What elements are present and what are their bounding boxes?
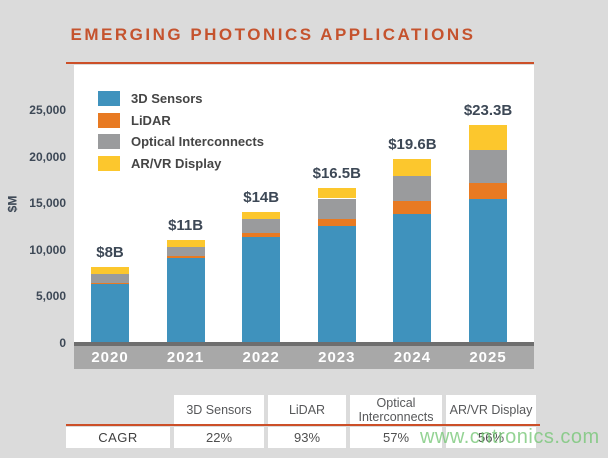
bar-segment-2021-optical-interconnects xyxy=(166,246,205,257)
bar-total-label-2022: $14B xyxy=(243,188,280,206)
y-tick-label-20000: 20,000 xyxy=(29,149,66,164)
table-divider-rule xyxy=(66,424,540,426)
legend-swatch-gray-icon xyxy=(98,134,120,149)
legend-label: AR/VR Display xyxy=(131,155,222,171)
legend-item-optical-interconnects: Optical Interconnects xyxy=(98,134,264,149)
bar-segment-2023-3d-sensors xyxy=(317,225,356,342)
bar-segment-2020-lidar xyxy=(91,283,129,285)
bar-segment-2024-3d-sensors xyxy=(393,214,432,342)
y-tick-label-0: 0 xyxy=(59,336,66,350)
watermark: www.cntronics.com xyxy=(420,426,600,448)
cagr-value-ar-vr-display: 56% xyxy=(446,427,536,448)
x-tick-label-2025: 2025 xyxy=(469,349,507,366)
cagr-value-lidar: 93% xyxy=(268,427,346,448)
chart-title: EMERGING PHOTONICS APPLICATIONS xyxy=(70,25,476,44)
legend-item-lidar: LiDAR xyxy=(98,112,264,128)
title-rule xyxy=(66,62,534,64)
bar-segment-2022-3d-sensors xyxy=(242,236,281,342)
cagr-table-header-row: 3D Sensors LiDAR Optical Interconnects A… xyxy=(66,395,536,425)
bar-segment-2022-ar-vr-display xyxy=(242,211,281,219)
y-axis-title: $M xyxy=(5,195,20,213)
legend-label: LiDAR xyxy=(131,112,171,128)
table-row-label: CAGR xyxy=(66,427,170,448)
legend-item-3d-sensors: 3D Sensors xyxy=(98,91,264,106)
legend-swatch-blue-icon xyxy=(98,91,120,106)
y-tick-label-10000: 10,000 xyxy=(29,242,66,257)
bar-total-label-2025: $23.3B xyxy=(463,101,513,119)
bar-segment-2021-3d-sensors xyxy=(166,258,205,342)
x-tick-label-2022: 2022 xyxy=(242,349,280,366)
bar-segment-2021-ar-vr-display xyxy=(166,239,205,247)
cagr-value-3d-sensors: 22% xyxy=(174,427,264,448)
table-header-optical-interconnects: Optical Interconnects xyxy=(350,395,442,425)
bar-segment-2021-lidar xyxy=(166,256,205,259)
bar-total-label-2021: $11B xyxy=(168,216,204,234)
bar-segment-2023-lidar xyxy=(317,219,356,226)
y-axis: 0 5,000 10,000 15,000 20,000 25,000 xyxy=(0,0,70,458)
legend-swatch-yellow-icon xyxy=(98,155,120,171)
bar-segment-2025-lidar xyxy=(469,182,507,200)
x-tick-label-2021: 2021 xyxy=(166,349,205,366)
bar-total-label-2020: $8B xyxy=(96,244,124,262)
x-axis-line xyxy=(74,342,534,346)
legend-label: Optical Interconnects xyxy=(131,134,264,149)
bar-segment-2023-optical-interconnects xyxy=(317,198,356,219)
bar-segment-2025-3d-sensors xyxy=(469,199,507,342)
table-header-lidar: LiDAR xyxy=(268,395,346,425)
bar-segment-2024-ar-vr-display xyxy=(393,159,432,177)
bar-segment-2023-ar-vr-display xyxy=(317,188,356,199)
table-header-3d-sensors: 3D Sensors xyxy=(174,395,264,425)
table-header-spacer xyxy=(66,395,170,425)
y-tick-label-5000: 5,000 xyxy=(35,289,66,304)
cagr-value-optical-interconnects: 57% xyxy=(350,427,442,448)
bar-total-label-2023: $16.5B xyxy=(312,165,361,183)
x-tick-label-2023: 2023 xyxy=(318,349,356,366)
legend: 3D Sensors LiDAR Optical Interconnects A… xyxy=(98,91,264,177)
x-tick-label-2020: 2020 xyxy=(91,349,129,366)
table-header-ar-vr-display: AR/VR Display xyxy=(446,395,536,425)
plot-area: $8B $11B $14B $16.5B $19.6B $23.3B xyxy=(74,65,534,342)
bar-total-label-2024: $19.6B xyxy=(388,136,437,154)
legend-swatch-orange-icon xyxy=(98,112,120,128)
bar-segment-2022-lidar xyxy=(242,233,281,237)
cagr-table-data-row: CAGR 22% 93% 57% 56% xyxy=(66,427,536,448)
y-tick-label-15000: 15,000 xyxy=(29,196,66,211)
y-tick-label-25000: 25,000 xyxy=(29,103,66,117)
bar-segment-2024-lidar xyxy=(393,201,432,215)
bar-segment-2024-optical-interconnects xyxy=(393,176,432,202)
x-axis-band: 2020 2021 2022 2023 2024 2025 xyxy=(74,346,534,369)
bar-segment-2022-optical-interconnects xyxy=(242,219,281,233)
bar-segment-2025-ar-vr-display xyxy=(469,124,507,150)
bar-segment-2025-optical-interconnects xyxy=(469,150,507,183)
legend-label: 3D Sensors xyxy=(131,91,203,106)
bar-segment-2020-3d-sensors xyxy=(91,284,129,342)
bar-segment-2020-ar-vr-display xyxy=(91,267,129,274)
legend-item-ar-vr-display: AR/VR Display xyxy=(98,155,264,171)
bar-segment-2020-optical-interconnects xyxy=(91,274,129,284)
x-tick-label-2024: 2024 xyxy=(393,349,432,366)
